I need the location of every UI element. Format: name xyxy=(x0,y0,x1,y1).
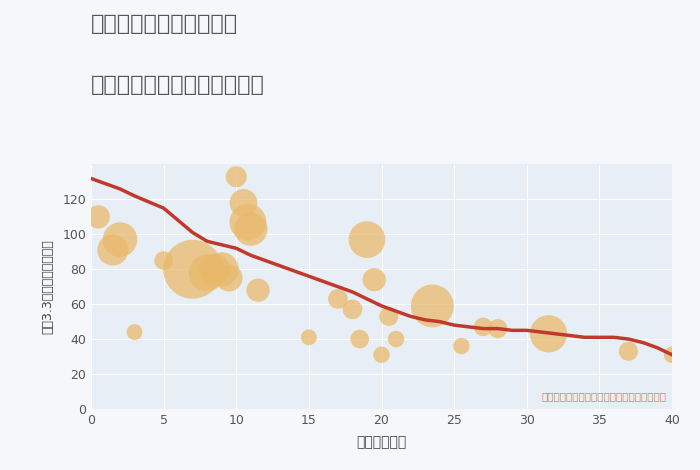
Point xyxy=(303,334,314,341)
Point xyxy=(477,323,489,330)
Point xyxy=(216,266,228,273)
Point xyxy=(187,266,198,273)
Point xyxy=(376,351,387,359)
Text: 築年数別中古マンション価格: 築年数別中古マンション価格 xyxy=(91,75,265,95)
Point xyxy=(456,342,467,350)
Point xyxy=(92,213,104,220)
Point xyxy=(666,351,678,359)
Point xyxy=(238,199,249,207)
Y-axis label: 坪（3.3㎡）単価（万円）: 坪（3.3㎡）単価（万円） xyxy=(41,239,54,334)
Point xyxy=(223,274,235,282)
Point xyxy=(623,347,634,355)
Point xyxy=(253,286,264,294)
Point xyxy=(231,173,242,180)
Point xyxy=(158,257,169,264)
Point xyxy=(129,329,140,336)
Point xyxy=(346,306,358,313)
Point xyxy=(391,335,402,343)
X-axis label: 築年数（年）: 築年数（年） xyxy=(356,435,407,449)
Point xyxy=(332,295,344,303)
Point xyxy=(202,269,213,276)
Text: 奈良県奈良市上三条町の: 奈良県奈良市上三条町の xyxy=(91,14,238,34)
Text: 円の大きさは、取引のあった物件面積を示す: 円の大きさは、取引のあった物件面積を示す xyxy=(541,392,666,401)
Point xyxy=(245,225,256,233)
Point xyxy=(543,330,554,337)
Point xyxy=(369,276,380,283)
Point xyxy=(492,325,503,332)
Point xyxy=(361,236,372,243)
Point xyxy=(383,313,394,320)
Point xyxy=(427,302,438,310)
Point xyxy=(354,335,365,343)
Point xyxy=(107,246,118,254)
Point xyxy=(242,219,253,226)
Point xyxy=(114,236,126,243)
Point xyxy=(209,266,220,273)
